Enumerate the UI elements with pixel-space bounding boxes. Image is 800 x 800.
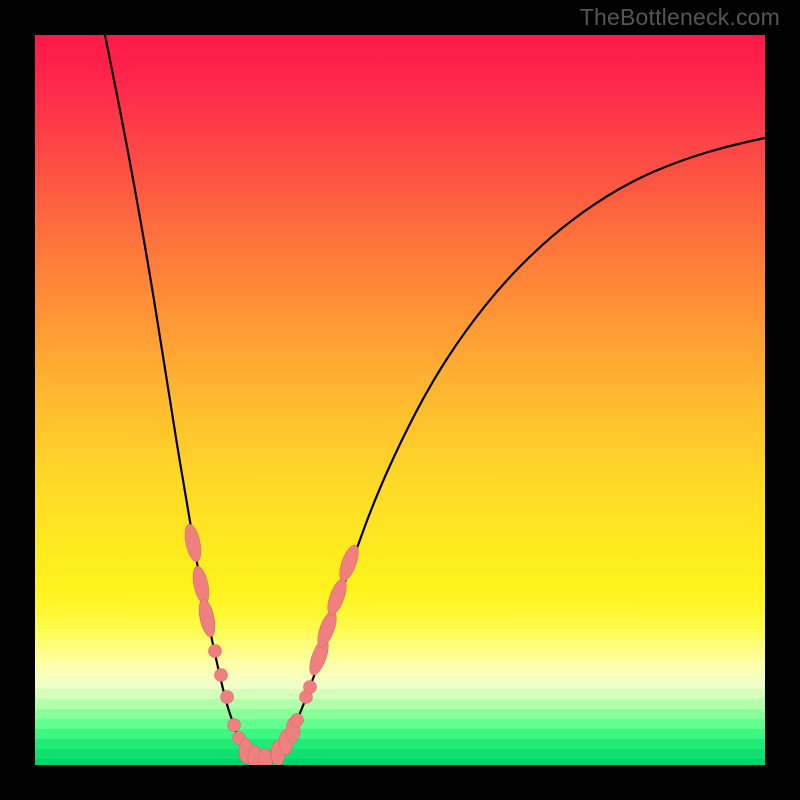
- sample-point-markers: [182, 523, 362, 765]
- marker-dot: [215, 669, 228, 682]
- marker-dot: [304, 681, 317, 694]
- plot-area: [35, 35, 765, 765]
- marker-capsule: [190, 565, 212, 605]
- marker-dot: [221, 691, 234, 704]
- marker-capsule: [196, 598, 218, 638]
- marker-dot: [291, 714, 304, 727]
- marker-capsule: [336, 543, 362, 583]
- marker-dot: [209, 645, 222, 658]
- curve-overlay: [35, 35, 765, 765]
- bottleneck-curve-left-arm: [105, 35, 263, 762]
- marker-capsule: [324, 577, 350, 617]
- watermark-text: TheBottleneck.com: [580, 4, 780, 31]
- chart-frame: TheBottleneck.com: [0, 0, 800, 800]
- marker-capsule: [314, 609, 340, 649]
- marker-dot: [228, 719, 241, 732]
- marker-capsule: [182, 523, 204, 563]
- bottleneck-curve-right-arm: [263, 138, 765, 762]
